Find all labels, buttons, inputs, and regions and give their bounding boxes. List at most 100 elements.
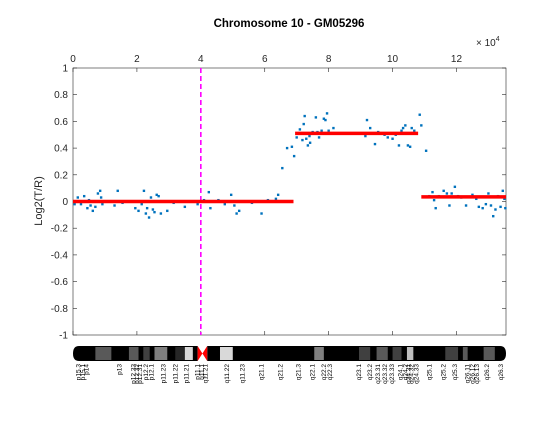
data-point: [153, 210, 156, 214]
ideogram-band: [406, 347, 414, 360]
ideogram-band: [359, 347, 371, 360]
band-label: q25.2: [441, 364, 448, 381]
data-point: [157, 194, 160, 198]
data-point: [229, 193, 233, 197]
data-point: [274, 197, 278, 201]
data-point: [327, 129, 330, 132]
x-tick-label: 12: [451, 54, 463, 65]
band-label: q23.31: [375, 364, 382, 384]
data-point: [365, 118, 369, 122]
data-point: [116, 189, 119, 193]
ideogram-band: [154, 347, 168, 360]
data-point: [223, 202, 226, 206]
data-point: [94, 205, 97, 209]
data-point: [364, 134, 367, 138]
band-label: p12.32: [134, 364, 141, 384]
data-point: [386, 136, 389, 139]
data-point: [445, 192, 449, 195]
data-point: [292, 154, 296, 158]
data-point: [86, 206, 89, 210]
data-point: [306, 144, 310, 147]
data-point: [410, 126, 413, 130]
band-label: p11.22: [172, 364, 179, 384]
data-point: [373, 142, 377, 146]
data-point: [96, 192, 100, 195]
data-point: [298, 128, 302, 131]
ideogram-band: [219, 347, 233, 360]
data-point: [481, 206, 484, 210]
ideogram-band: [128, 347, 139, 360]
data-point: [233, 204, 236, 207]
data-point: [325, 112, 329, 115]
band-label: q22.3: [327, 364, 334, 381]
data-point: [492, 214, 495, 218]
data-point: [142, 189, 146, 193]
y-tick-label: -0.2: [51, 224, 69, 235]
data-point: [484, 202, 488, 206]
data-point: [235, 212, 238, 215]
band-label: q11.23: [239, 364, 246, 384]
data-point: [151, 208, 155, 211]
ideogram-band: [175, 347, 185, 360]
data-point: [424, 149, 428, 152]
band-label: q23.1: [356, 364, 363, 381]
data-point: [285, 146, 289, 150]
ideogram-band: [314, 347, 324, 360]
data-point: [471, 193, 474, 197]
band-label: p15.3: [75, 364, 82, 381]
data-point: [308, 134, 311, 138]
ideogram-band: [184, 347, 193, 360]
y-tick-label: -1: [59, 331, 68, 342]
band-label: q22.1: [310, 364, 317, 381]
ideogram-band: [445, 347, 459, 360]
data-point: [408, 145, 412, 148]
y-tick-label: 1: [62, 64, 68, 75]
data-point: [487, 192, 490, 195]
data-point: [314, 116, 318, 119]
band-label: q11.21: [203, 364, 210, 384]
x-tick-label: 10: [387, 54, 399, 65]
ideogram-band: [392, 347, 402, 360]
data-point: [209, 206, 212, 210]
data-point: [159, 212, 163, 215]
band-label: q24.33: [414, 364, 421, 384]
band-label: q24.32: [409, 364, 416, 384]
data-point: [166, 209, 169, 213]
band-label: p11.21: [183, 364, 190, 384]
data-point: [308, 141, 312, 144]
x-multiplier-exponent: 4: [496, 36, 500, 43]
data-point: [406, 144, 410, 147]
band-label: q21.3: [295, 364, 302, 381]
ideogram-q-arm: [207, 346, 506, 361]
data-point: [464, 204, 468, 207]
band-label: q26.12: [469, 364, 476, 384]
band-label: q26.11: [465, 364, 472, 384]
band-label: q24.2: [402, 364, 409, 381]
chart-title: Chromosome 10 - GM05296: [214, 18, 365, 30]
ideogram-band: [483, 347, 495, 360]
data-point: [113, 204, 116, 207]
data-point: [322, 117, 326, 120]
data-point: [76, 196, 79, 199]
ideogram-band: [462, 347, 468, 360]
band-label: p12.31: [137, 364, 144, 384]
band-label: p14: [84, 364, 91, 375]
data-point: [73, 202, 76, 206]
data-point: [499, 205, 502, 209]
band-label: q25.1: [426, 364, 433, 381]
band-label: q22.2: [321, 364, 328, 381]
y-tick-label: 0.8: [54, 90, 68, 101]
band-label: p11.23: [160, 364, 167, 384]
data-point: [99, 196, 103, 199]
band-label: q25.3: [452, 364, 459, 381]
plot-area: 0 2 4 6 8 10 12 -1 -0.8 -0.6 -0.4 -0.2 0 0.2 0.4 0.6 0.8…: [51, 54, 507, 342]
band-label: q26.2: [484, 364, 491, 381]
x-tick-label: 2: [134, 54, 140, 65]
data-point: [418, 113, 421, 116]
data-point: [453, 185, 457, 189]
y-tick-label: 0: [62, 197, 68, 208]
ideogram-band: [95, 347, 112, 360]
x-multiplier-base: × 10: [476, 38, 496, 49]
